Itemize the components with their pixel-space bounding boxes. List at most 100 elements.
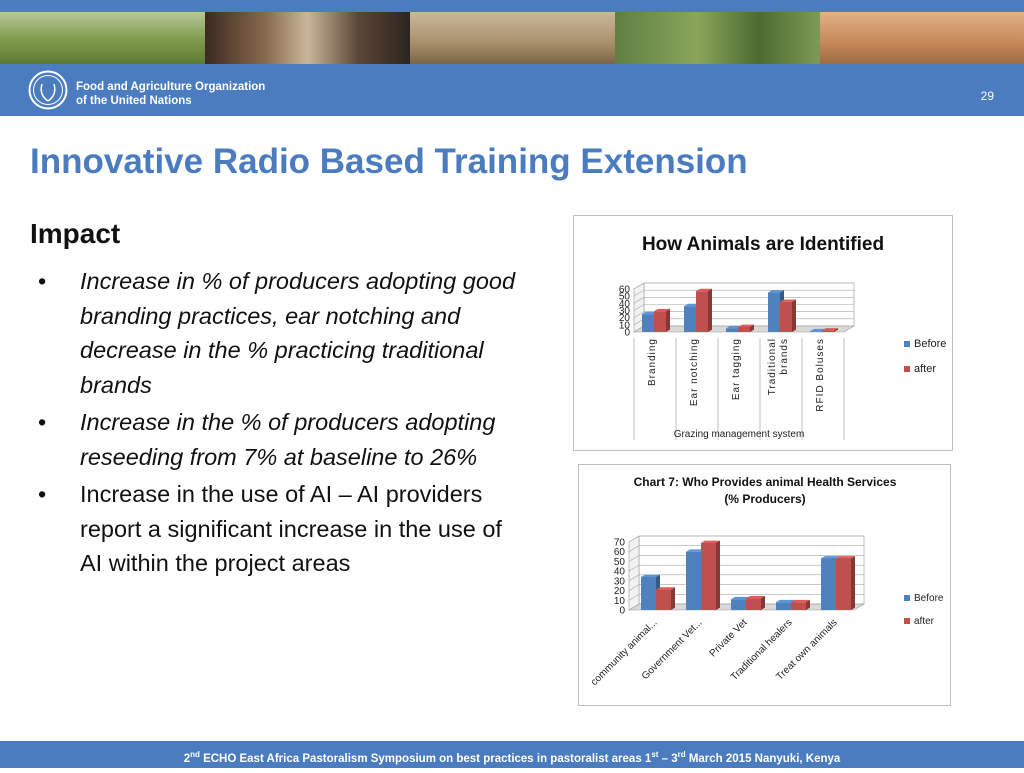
- bar-side-after-0: [671, 587, 675, 610]
- x-tick-label: Ear notching: [689, 338, 700, 406]
- bar-side-after-1: [708, 288, 712, 332]
- bar-top-before-2: [731, 596, 750, 600]
- bullet-text: Increase in % of producers adopting good…: [80, 268, 516, 398]
- legend-label-after: after: [914, 363, 936, 375]
- footer-sup: rd: [677, 750, 686, 759]
- legend-swatch-before: [904, 341, 910, 347]
- bar-side-after-0: [666, 308, 670, 332]
- bar-before-2: [726, 328, 738, 332]
- chart-gridline: [628, 574, 864, 582]
- bar-side-after-4: [851, 556, 855, 610]
- footer-sup: st: [651, 750, 659, 759]
- bullet-item: • Increase in the % of producers adopting…: [38, 405, 518, 474]
- bar-before-3: [768, 292, 780, 332]
- y-tick-label: 30: [614, 576, 626, 587]
- bar-after-4: [836, 558, 851, 610]
- chart-gridline: [628, 555, 864, 562]
- bar-before-4: [821, 558, 836, 610]
- bullet-icon: •: [38, 409, 47, 435]
- bar-top-after-3: [791, 599, 810, 603]
- bar-after-2: [746, 598, 761, 610]
- bar-after-4: [822, 330, 834, 332]
- y-tick-label: 70: [614, 538, 626, 549]
- x-tick-label: brands: [779, 338, 790, 375]
- bullet-icon: •: [38, 268, 47, 294]
- y-tick-label: 10: [614, 596, 626, 607]
- bar-after-0: [654, 311, 666, 332]
- legend-label-after: after: [914, 616, 935, 627]
- bullet-text: Increase in the use of AI – AI providers…: [80, 481, 502, 576]
- y-tick-label: 60: [614, 547, 626, 558]
- chart-title: Chart 7: Who Provides animal Health Serv…: [634, 475, 897, 489]
- chart-health-services-svg: Chart 7: Who Provides animal Health Serv…: [589, 475, 944, 688]
- bar-top-after-3: [780, 299, 796, 302]
- footer-bar: 2nd ECHO East Africa Pastoralism Symposi…: [0, 741, 1024, 768]
- bar-top-after-1: [696, 288, 712, 292]
- bar-before-2: [731, 599, 746, 610]
- header-bar: [0, 64, 1024, 116]
- y-tick-label: 40: [614, 567, 626, 578]
- fao-logo-icon: [28, 70, 68, 110]
- y-tick-label: 50: [619, 292, 631, 303]
- org-name-line1: Food and Agriculture Organization: [76, 81, 266, 93]
- x-tick-label: Private Vet: [708, 617, 750, 659]
- bar-after-3: [791, 602, 806, 610]
- y-tick-label: 30: [619, 306, 631, 317]
- bullet-text: Increase in the % of producers adopting …: [80, 409, 496, 470]
- bullet-list: • Increase in % of producers adopting goo…: [38, 264, 518, 584]
- org-name: Food and Agriculture Organization of the…: [76, 80, 265, 108]
- x-tick-label: RFID Boluses: [815, 338, 826, 412]
- legend-swatch-before: [904, 595, 910, 601]
- chart-gridline: [633, 282, 854, 290]
- bar-before-0: [641, 576, 656, 610]
- legend-swatch-after: [904, 366, 910, 372]
- footer-text: ECHO East Africa Pastoralism Symposium o…: [199, 752, 652, 765]
- bar-top-before-1: [686, 549, 705, 552]
- bar-top-after-0: [656, 587, 675, 590]
- bullet-item: • Increase in the use of AI – AI provider…: [38, 477, 518, 581]
- bar-side-after-2: [761, 595, 765, 610]
- footer-text: 2: [183, 752, 191, 765]
- bar-after-1: [701, 542, 716, 610]
- footer-text: March 2015 Nanyuki, Kenya: [685, 752, 841, 765]
- legend-label-before: Before: [914, 593, 944, 604]
- x-tick-label: Ear tagging: [731, 338, 742, 400]
- x-tick-label: Traditional: [767, 338, 778, 395]
- bar-top-after-0: [654, 308, 670, 312]
- y-tick-label: 20: [614, 586, 626, 597]
- y-tick-label: 10: [619, 320, 631, 331]
- section-heading: Impact: [30, 218, 121, 249]
- bar-before-0: [642, 314, 654, 332]
- photo-rider: [410, 12, 615, 64]
- legend-swatch-after: [904, 618, 910, 624]
- bar-side-after-2: [750, 324, 754, 332]
- bullet-item: • Increase in % of producers adopting goo…: [38, 264, 518, 402]
- header-photo-strip: [0, 12, 1024, 64]
- chart-gridline: [628, 584, 864, 591]
- bar-top-after-1: [701, 540, 720, 543]
- chart-health-services: Chart 7: Who Provides animal Health Serv…: [578, 464, 951, 706]
- y-tick-label: 20: [619, 313, 631, 324]
- y-tick-label: 50: [614, 557, 626, 568]
- chart-gridline: [633, 289, 854, 297]
- photo-herder: [820, 12, 1024, 64]
- footer-sup: nd: [190, 750, 200, 759]
- bar-top-after-4: [822, 328, 838, 331]
- slide-title: Innovative Radio Based Training Extensio…: [30, 142, 748, 181]
- y-tick-label: 60: [619, 285, 631, 296]
- bar-side-after-3: [792, 299, 796, 332]
- org-name-line2: of the United Nations: [76, 95, 192, 107]
- bar-after-0: [656, 589, 671, 610]
- chart-gridline: [628, 564, 864, 572]
- bar-after-3: [780, 301, 792, 332]
- chart-title: How Animals are Identified: [642, 234, 884, 255]
- chart-animal-identification: How Animals are Identified 0 10 20 30 40 50 60 B…: [573, 215, 953, 451]
- y-tick-label: 0: [619, 606, 625, 617]
- x-axis-label: Grazing management system: [674, 429, 805, 440]
- bar-before-1: [684, 306, 696, 332]
- top-accent-bar: [0, 0, 1024, 12]
- photo-landscape: [0, 12, 205, 64]
- photo-people: [205, 12, 410, 64]
- chart-gridline: [628, 593, 864, 601]
